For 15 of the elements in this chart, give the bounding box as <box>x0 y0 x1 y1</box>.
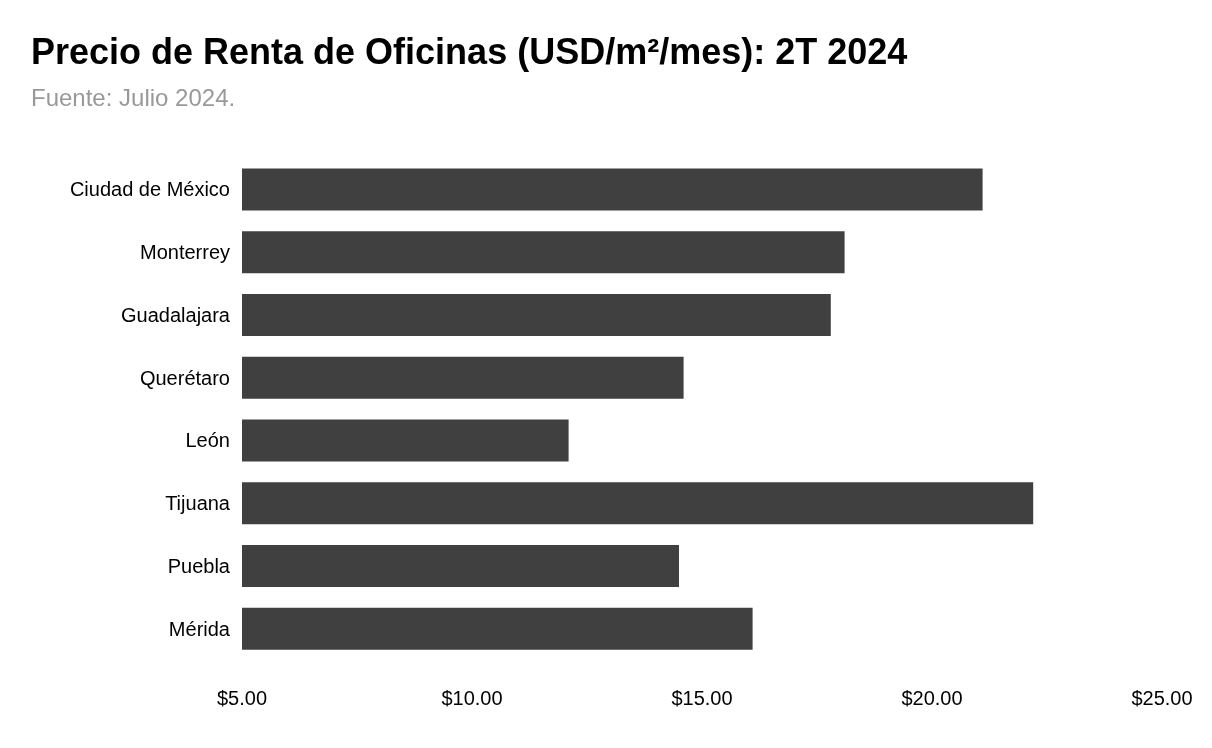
chart-subtitle: Fuente: Julio 2024. <box>31 83 236 111</box>
x-tick-label: $15.00 <box>671 687 733 709</box>
x-tick-label: $10.00 <box>441 687 503 709</box>
x-tick-label: $25.00 <box>1131 687 1193 709</box>
y-tick-label: León <box>185 429 230 452</box>
y-tick-label: Mérida <box>168 617 231 640</box>
x-tick-label: $5.00 <box>216 687 268 709</box>
y-tick-label: Puebla <box>167 554 231 577</box>
y-tick-label: Tijuana <box>165 492 231 515</box>
y-tick-label: Monterrey <box>139 241 230 264</box>
x-tick-label: $20.00 <box>901 687 963 709</box>
y-tick-label: Querétaro <box>139 366 230 389</box>
y-tick-label: Guadalajara <box>121 303 231 326</box>
y-tick-label: Ciudad de México <box>69 178 230 201</box>
chart-title: Precio de Renta de Oficinas (USD/m²/mes): 2T 2024 <box>31 30 908 72</box>
